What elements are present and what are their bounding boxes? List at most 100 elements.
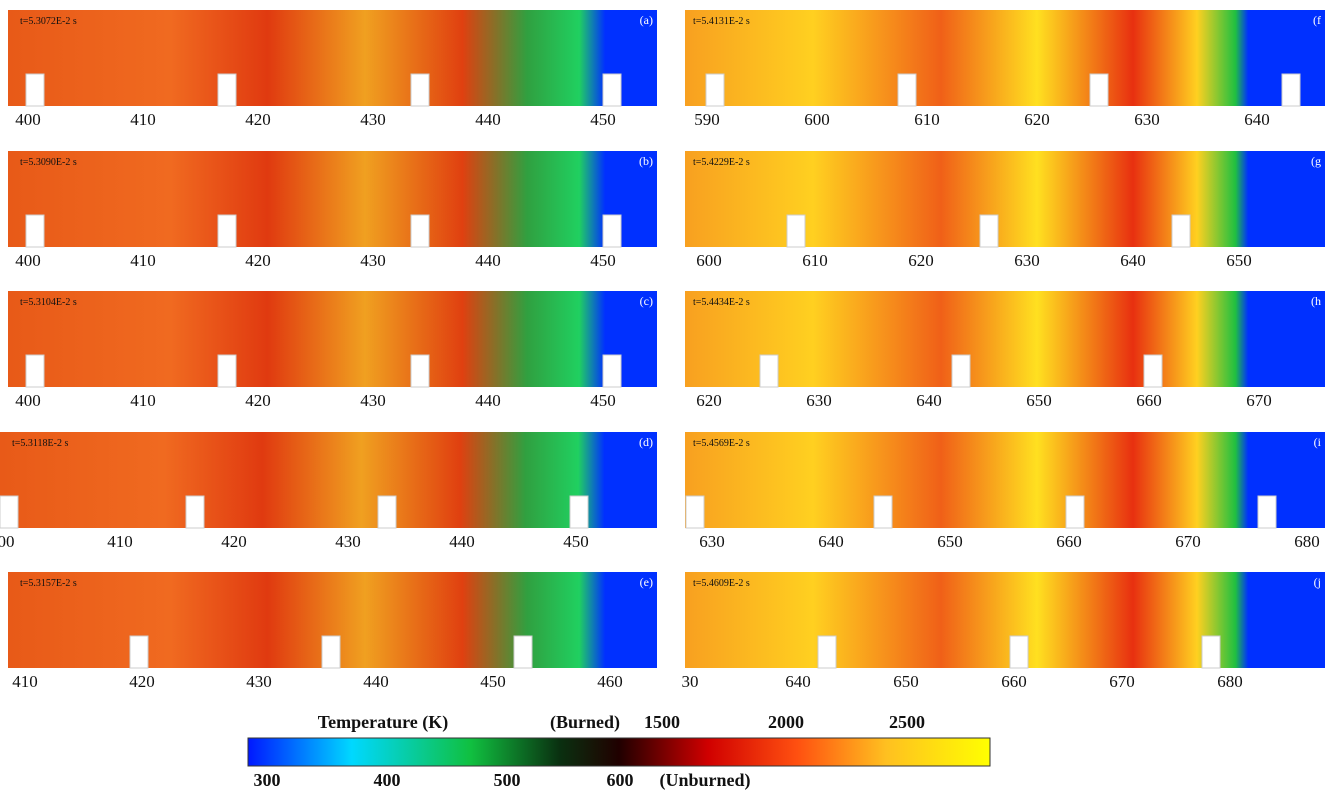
x-tick-label: 640 xyxy=(818,532,844,551)
field-image xyxy=(8,291,657,387)
x-tick-label: 620 xyxy=(696,391,722,410)
panel-label: (f xyxy=(1313,13,1321,27)
x-tick-label: 410 xyxy=(130,391,156,410)
x-tick-label: 610 xyxy=(802,251,828,270)
panel-label: (h xyxy=(1311,294,1321,308)
obstacle xyxy=(602,73,622,107)
x-tick-label: 450 xyxy=(590,391,616,410)
field-image xyxy=(0,432,657,528)
x-tick-label: 420 xyxy=(221,532,247,551)
time-label: t=5.3090E-2 s xyxy=(20,157,77,168)
obstacle xyxy=(321,635,341,669)
x-tick-label: 640 xyxy=(916,391,942,410)
x-tick-label: 440 xyxy=(449,532,475,551)
obstacle xyxy=(217,214,237,248)
obstacle xyxy=(1171,214,1191,248)
obstacle xyxy=(569,495,589,529)
x-tick-label: 400 xyxy=(15,110,41,129)
obstacle xyxy=(410,214,430,248)
x-tick-label: 630 xyxy=(1134,110,1160,129)
x-tick-label: 620 xyxy=(1024,110,1050,129)
x-tick-label: 00 xyxy=(0,532,15,551)
x-tick-label: 430 xyxy=(360,251,386,270)
field-image xyxy=(8,151,657,247)
obstacle xyxy=(377,495,397,529)
field-image xyxy=(685,291,1325,387)
obstacle xyxy=(129,635,149,669)
x-tick-label: 430 xyxy=(335,532,361,551)
field-image xyxy=(685,432,1325,528)
obstacle xyxy=(685,495,705,529)
x-tick-label: 420 xyxy=(245,391,271,410)
colorbar-label: 500 xyxy=(494,770,521,790)
x-tick-label: 650 xyxy=(937,532,963,551)
obstacle xyxy=(951,354,971,388)
x-tick-label: 430 xyxy=(246,672,272,691)
obstacle xyxy=(1257,495,1277,529)
x-tick-label: 680 xyxy=(1217,672,1243,691)
x-tick-label: 620 xyxy=(908,251,934,270)
obstacle xyxy=(1143,354,1163,388)
panel-label: (d) xyxy=(639,435,653,449)
x-tick-label: 640 xyxy=(1120,251,1146,270)
panel-label: (b) xyxy=(639,154,653,168)
time-label: t=5.4131E-2 s xyxy=(693,16,750,27)
obstacle xyxy=(217,354,237,388)
obstacle xyxy=(759,354,779,388)
x-tick-label: 630 xyxy=(806,391,832,410)
x-tick-label: 640 xyxy=(1244,110,1270,129)
x-tick-label: 460 xyxy=(597,672,623,691)
colorbar-label: 300 xyxy=(254,770,281,790)
obstacle xyxy=(410,73,430,107)
x-tick-label: 410 xyxy=(107,532,133,551)
x-tick-label: 410 xyxy=(130,110,156,129)
obstacle xyxy=(513,635,533,669)
obstacle xyxy=(0,495,19,529)
x-tick-label: 680 xyxy=(1294,532,1320,551)
colorbar-label: (Unburned) xyxy=(659,770,750,791)
obstacle xyxy=(1281,73,1301,107)
obstacle xyxy=(410,354,430,388)
obstacle xyxy=(979,214,999,248)
x-tick-label: 450 xyxy=(480,672,506,691)
panel-label: (g xyxy=(1311,154,1321,168)
panel-label: (c) xyxy=(640,294,653,308)
time-label: t=5.4609E-2 s xyxy=(693,578,750,589)
obstacle xyxy=(1089,73,1109,107)
x-tick-label: 440 xyxy=(475,391,501,410)
obstacle xyxy=(897,73,917,107)
field-image xyxy=(685,572,1325,668)
x-tick-label: 440 xyxy=(475,110,501,129)
x-tick-label: 670 xyxy=(1246,391,1272,410)
colorbar-label: 600 xyxy=(607,770,634,790)
time-label: t=5.3072E-2 s xyxy=(20,16,77,27)
time-label: t=5.4229E-2 s xyxy=(693,157,750,168)
obstacle xyxy=(817,635,837,669)
obstacle xyxy=(602,354,622,388)
obstacle xyxy=(25,73,45,107)
x-tick-label: 650 xyxy=(1026,391,1052,410)
x-tick-label: 450 xyxy=(590,110,616,129)
x-tick-label: 430 xyxy=(360,110,386,129)
colorbar-label: 1500 xyxy=(644,712,680,732)
panel-label: (e) xyxy=(640,575,653,589)
x-tick-label: 660 xyxy=(1056,532,1082,551)
colorbar-title: Temperature (K) xyxy=(318,712,448,733)
x-tick-label: 630 xyxy=(1014,251,1040,270)
x-tick-label: 420 xyxy=(245,110,271,129)
x-tick-label: 670 xyxy=(1175,532,1201,551)
x-tick-label: 30 xyxy=(682,672,699,691)
colorbar xyxy=(247,737,991,767)
panel-label: (i xyxy=(1314,435,1322,449)
time-label: t=5.4434E-2 s xyxy=(693,297,750,308)
x-tick-label: 660 xyxy=(1136,391,1162,410)
colorbar-label: 400 xyxy=(374,770,401,790)
x-tick-label: 630 xyxy=(699,532,725,551)
time-label: t=5.4569E-2 s xyxy=(693,438,750,449)
colorbar-label: 2000 xyxy=(768,712,804,732)
x-tick-label: 670 xyxy=(1109,672,1135,691)
x-tick-label: 400 xyxy=(15,251,41,270)
x-tick-label: 400 xyxy=(15,391,41,410)
